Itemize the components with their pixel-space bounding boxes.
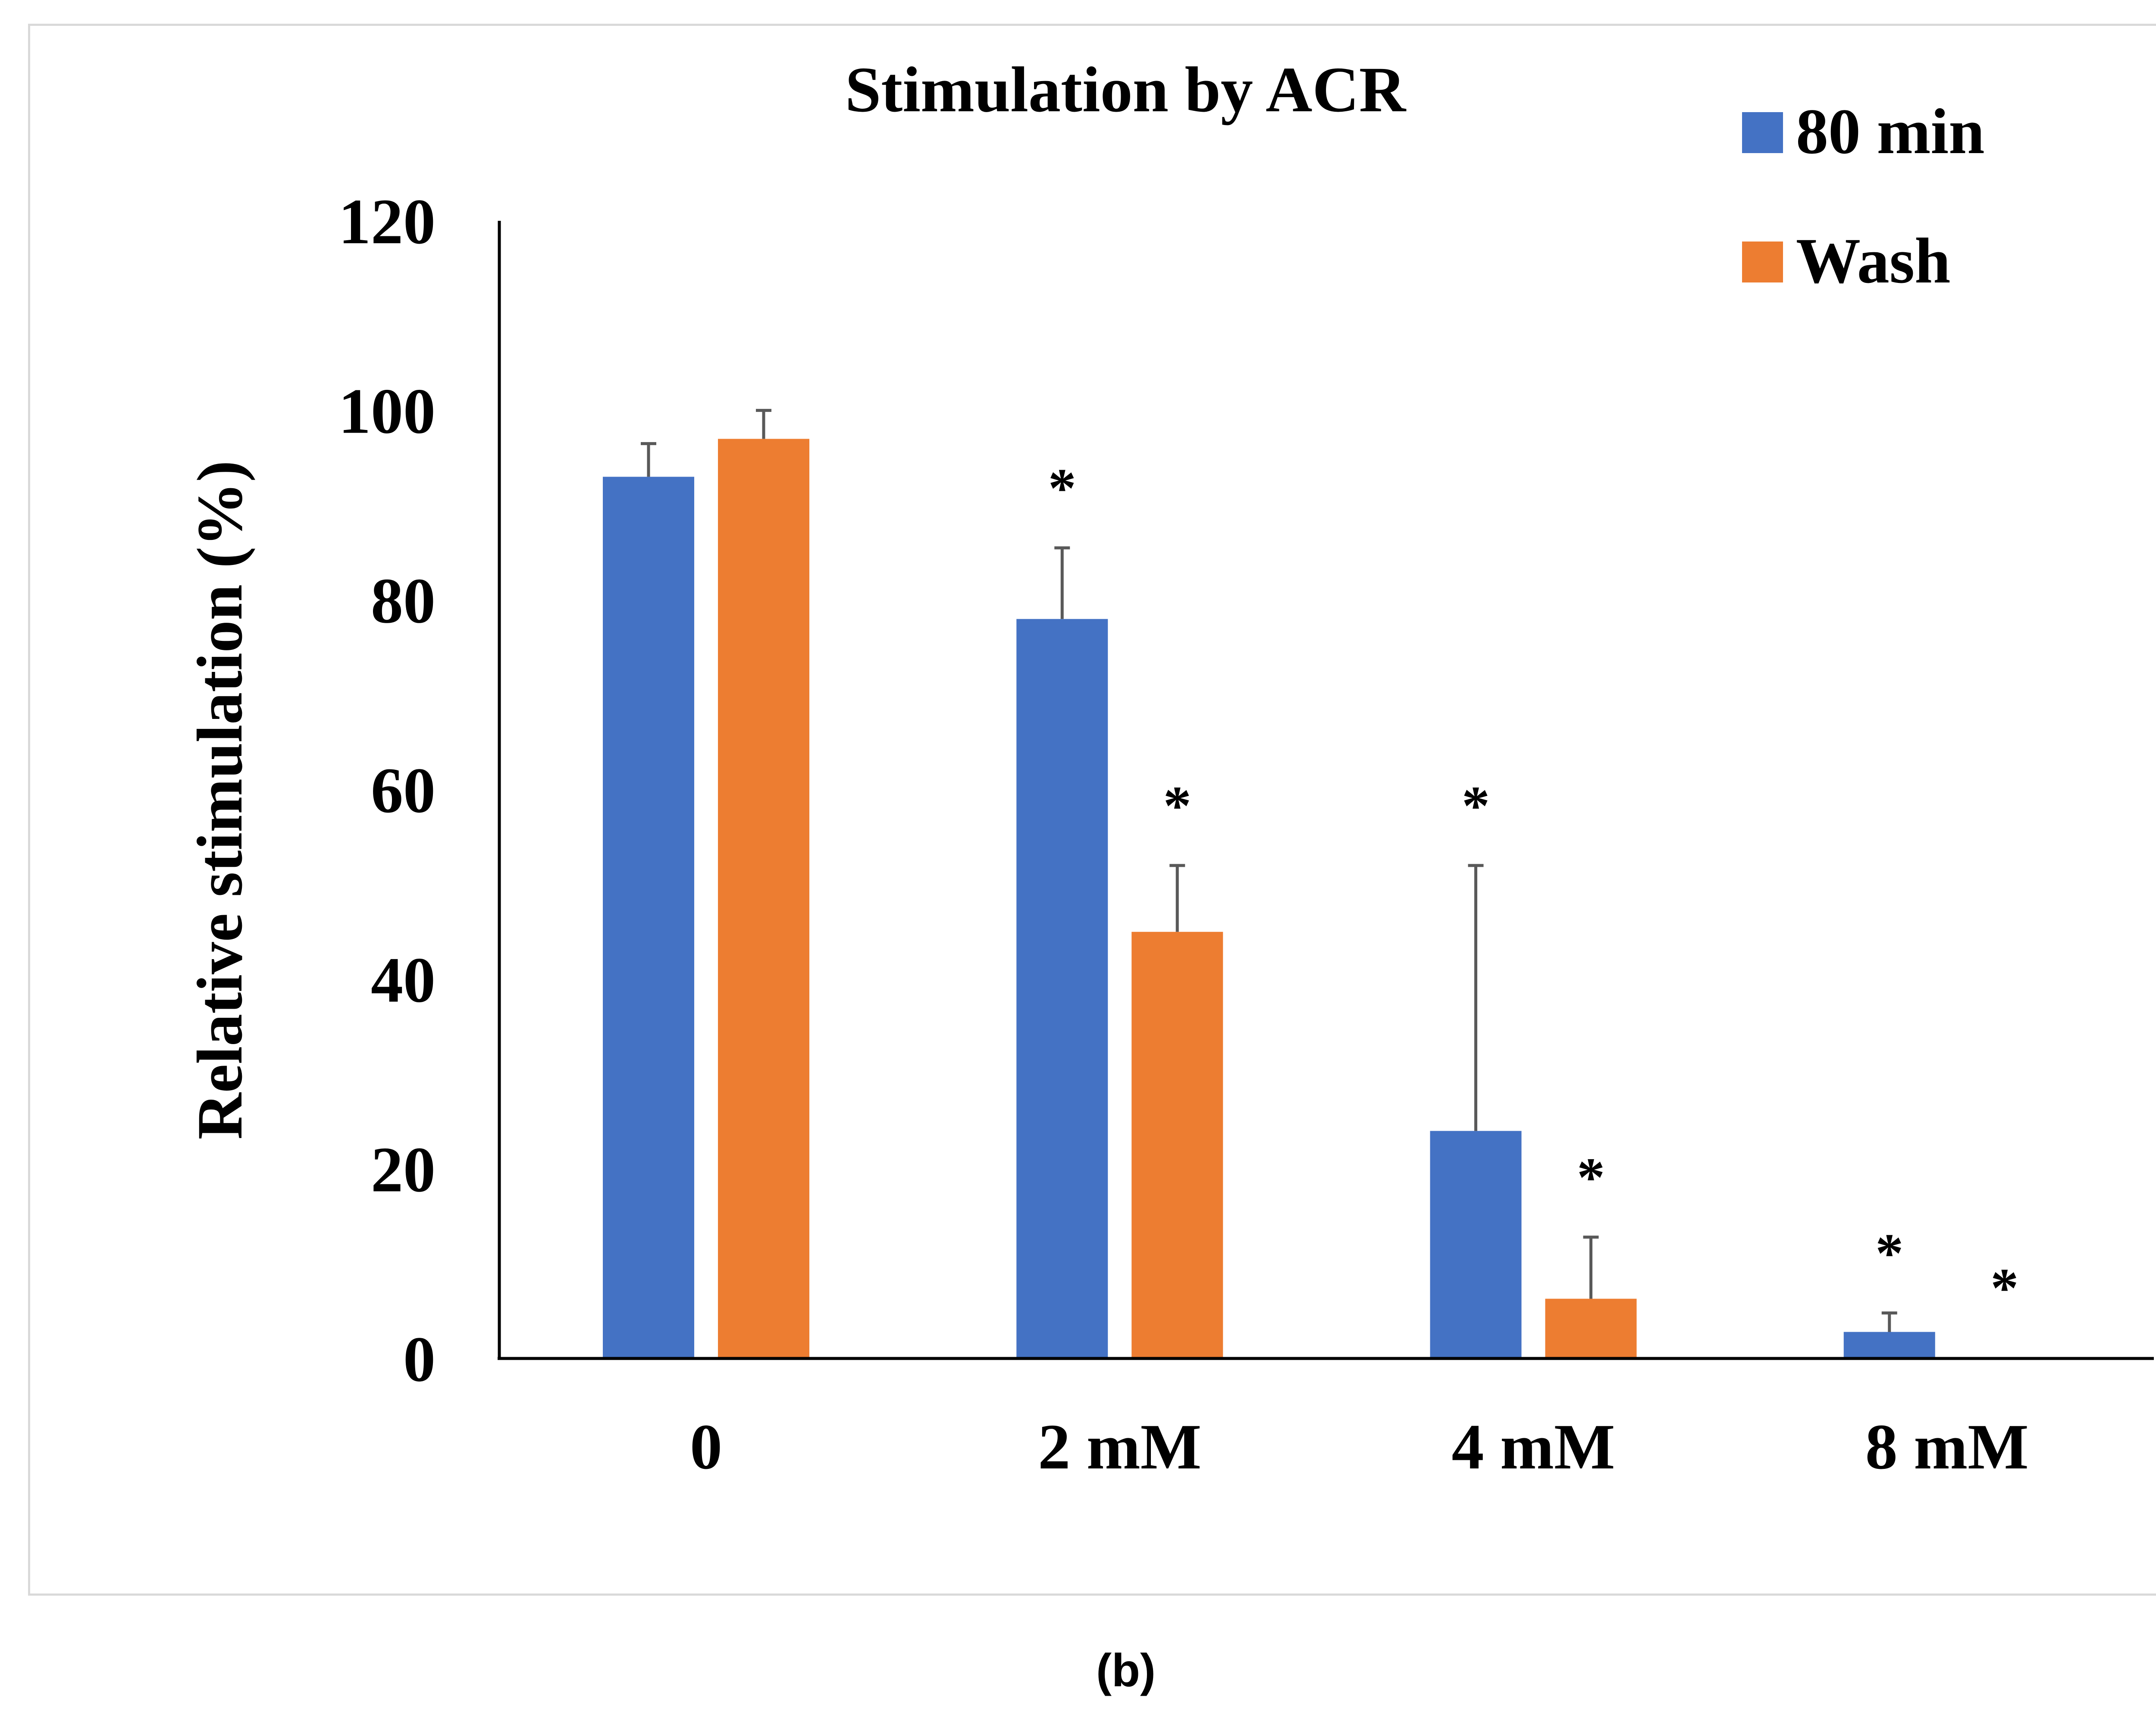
- y-tick-labels: 0 20 40 60 80 100 120: [338, 186, 436, 1395]
- x-tick-labels: 0 2 mM 4 mM 8 mM: [690, 1411, 2029, 1483]
- y-tick-label: 60: [371, 755, 436, 826]
- y-tick-label: 100: [338, 376, 436, 447]
- bar-80-min-0: [603, 477, 694, 1358]
- legend-label: Wash: [1796, 225, 1951, 297]
- x-tick-label: 8 mM: [1865, 1411, 2029, 1483]
- error-bars: [641, 409, 1897, 1332]
- significance-marker: *: [1875, 1222, 1903, 1284]
- significance-marker: *: [1048, 457, 1076, 519]
- legend-swatch: [1742, 112, 1783, 153]
- y-tick-label: 120: [338, 186, 436, 257]
- bar-wash-0: [718, 439, 809, 1358]
- legend-label: 80 min: [1796, 96, 1985, 167]
- bar-80-min-1: [1016, 619, 1108, 1358]
- figure-caption: (b): [1096, 1644, 1156, 1696]
- y-tick-label: 20: [371, 1134, 436, 1205]
- significance-marker: *: [1462, 775, 1490, 837]
- y-tick-label: 80: [371, 565, 436, 637]
- legend: 80 min Wash: [1742, 96, 1985, 297]
- bar-80-min-2: [1430, 1131, 1522, 1358]
- y-tick-label: 40: [371, 944, 436, 1016]
- x-tick-label: 0: [690, 1411, 722, 1483]
- x-tick-label: 2 mM: [1038, 1411, 1201, 1483]
- significance-markers: * * * * * *: [1048, 457, 2019, 1319]
- bar-80-min-3: [1843, 1332, 1935, 1358]
- chart-title: Stimulation by ACR: [845, 54, 1407, 125]
- y-axis-label: Relative stimulation (%): [184, 461, 256, 1140]
- y-tick-label: 0: [403, 1324, 436, 1395]
- significance-marker: *: [1577, 1147, 1605, 1209]
- significance-marker: *: [1163, 775, 1191, 837]
- bars: [603, 439, 1935, 1358]
- legend-swatch: [1742, 242, 1783, 282]
- bar-wash-1: [1131, 932, 1223, 1358]
- bar-wash-2: [1545, 1299, 1637, 1358]
- x-tick-label: 4 mM: [1451, 1411, 1615, 1483]
- significance-marker: *: [1990, 1257, 2018, 1319]
